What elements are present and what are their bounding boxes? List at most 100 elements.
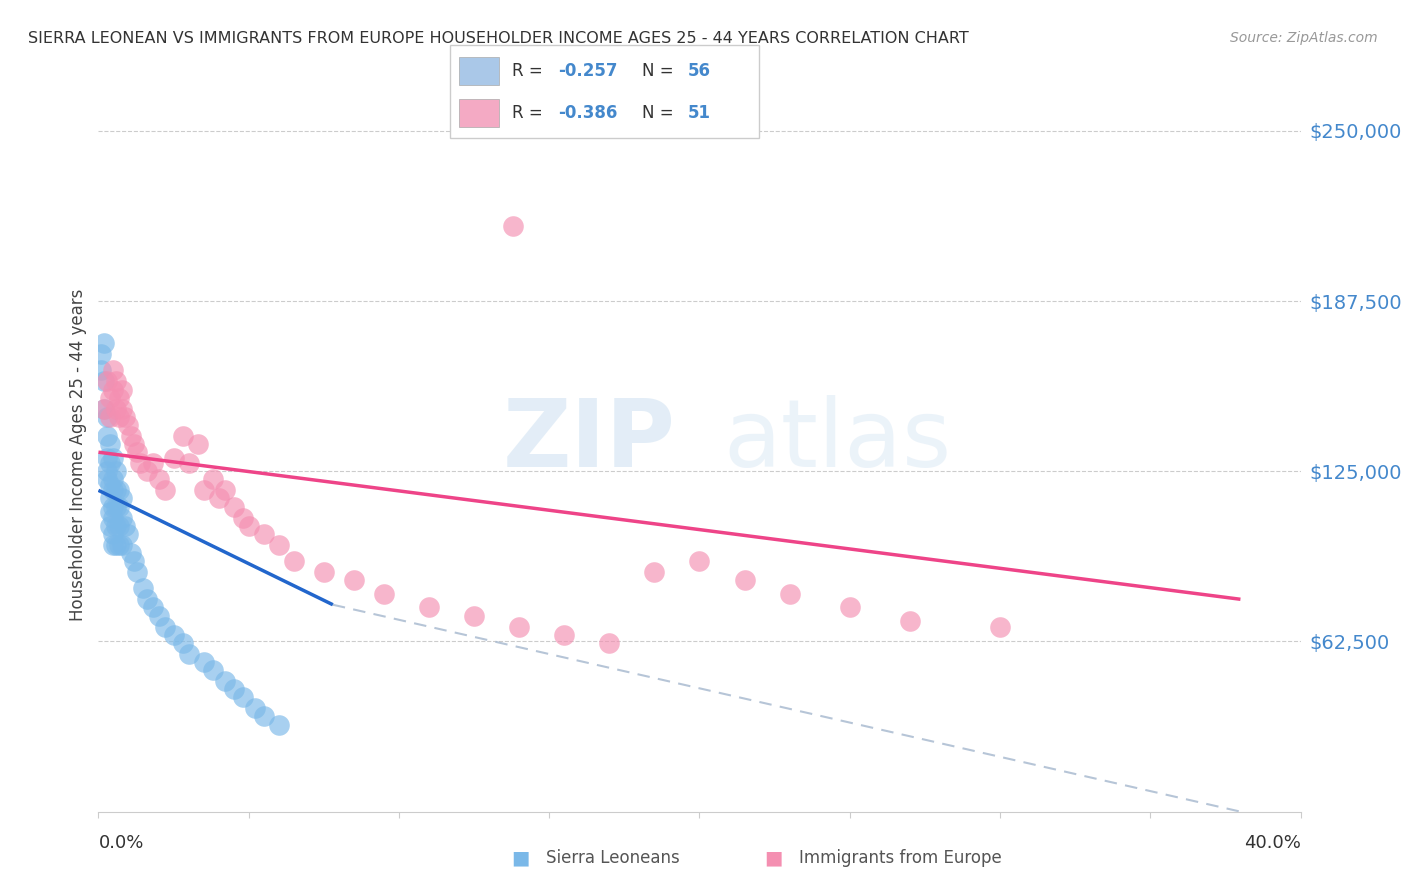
Point: [96, 375, 118, 389]
Text: N =: N =: [641, 104, 679, 122]
Point: [312, 565, 335, 579]
Point: [93, 336, 115, 351]
Point: [193, 655, 215, 669]
Point: [103, 510, 125, 524]
Point: [103, 383, 125, 397]
Point: [100, 491, 122, 506]
Point: [267, 538, 290, 552]
Point: [93, 401, 115, 416]
Point: [121, 429, 143, 443]
Y-axis label: Householder Income Ages 25 - 44 years: Householder Income Ages 25 - 44 years: [69, 289, 87, 621]
Text: atlas: atlas: [724, 394, 952, 487]
Point: [153, 619, 176, 633]
Text: ■: ■: [510, 848, 530, 868]
Point: [105, 518, 128, 533]
Point: [93, 375, 115, 389]
Point: [100, 518, 122, 533]
Point: [283, 554, 305, 568]
Point: [214, 483, 236, 498]
Text: Sierra Leoneans: Sierra Leoneans: [546, 849, 679, 867]
Point: [502, 219, 524, 234]
Point: [172, 429, 194, 443]
Point: [132, 582, 155, 596]
Point: [105, 375, 128, 389]
Point: [222, 682, 245, 697]
Point: [114, 409, 136, 424]
Point: [177, 456, 200, 470]
Point: [208, 491, 231, 506]
Point: [124, 437, 146, 451]
Point: [689, 554, 711, 568]
Point: [172, 636, 194, 650]
Point: [201, 663, 224, 677]
Point: [105, 464, 128, 478]
Point: [93, 401, 115, 416]
Point: [734, 573, 756, 587]
Point: [779, 587, 801, 601]
Point: [201, 472, 224, 486]
Point: [988, 619, 1011, 633]
Point: [100, 505, 122, 519]
Point: [232, 690, 254, 705]
Point: [253, 527, 276, 541]
Point: [129, 456, 152, 470]
Point: [135, 464, 157, 478]
Point: [838, 600, 860, 615]
Point: [127, 445, 149, 459]
Point: [135, 592, 157, 607]
Point: [100, 456, 122, 470]
Point: [96, 472, 118, 486]
Point: [148, 608, 170, 623]
Point: [100, 409, 122, 424]
Point: [96, 409, 118, 424]
Point: [508, 619, 530, 633]
Text: ■: ■: [763, 848, 783, 868]
Text: N =: N =: [641, 62, 679, 79]
Point: [177, 647, 200, 661]
Point: [598, 636, 620, 650]
Point: [105, 401, 128, 416]
Point: [121, 546, 143, 560]
Point: [193, 483, 215, 498]
Point: [418, 600, 440, 615]
Point: [111, 538, 134, 552]
Text: -0.386: -0.386: [558, 104, 617, 122]
Point: [108, 391, 131, 405]
Text: ZIP: ZIP: [502, 394, 675, 487]
Point: [162, 450, 184, 465]
Point: [108, 409, 131, 424]
Point: [111, 510, 134, 524]
Point: [153, 483, 176, 498]
Text: 56: 56: [688, 62, 711, 79]
Point: [238, 518, 260, 533]
FancyBboxPatch shape: [450, 45, 759, 138]
Point: [105, 538, 128, 552]
Text: Immigrants from Europe: Immigrants from Europe: [799, 849, 1001, 867]
Point: [187, 437, 209, 451]
Point: [103, 527, 125, 541]
Point: [111, 383, 134, 397]
Text: 0.0%: 0.0%: [98, 834, 143, 852]
Point: [103, 500, 125, 514]
Point: [253, 709, 276, 723]
Text: -0.257: -0.257: [558, 62, 617, 79]
Point: [105, 500, 128, 514]
Point: [148, 472, 170, 486]
Point: [553, 628, 575, 642]
Point: [108, 483, 131, 498]
Point: [373, 587, 395, 601]
Point: [232, 510, 254, 524]
Point: [96, 450, 118, 465]
Point: [114, 518, 136, 533]
Point: [105, 483, 128, 498]
Point: [100, 391, 122, 405]
Point: [111, 401, 134, 416]
Point: [243, 701, 266, 715]
Point: [111, 491, 134, 506]
Point: [96, 429, 118, 443]
Point: [643, 565, 665, 579]
Text: 51: 51: [688, 104, 711, 122]
Point: [103, 483, 125, 498]
Point: [267, 717, 290, 731]
Text: 40.0%: 40.0%: [1244, 834, 1301, 852]
